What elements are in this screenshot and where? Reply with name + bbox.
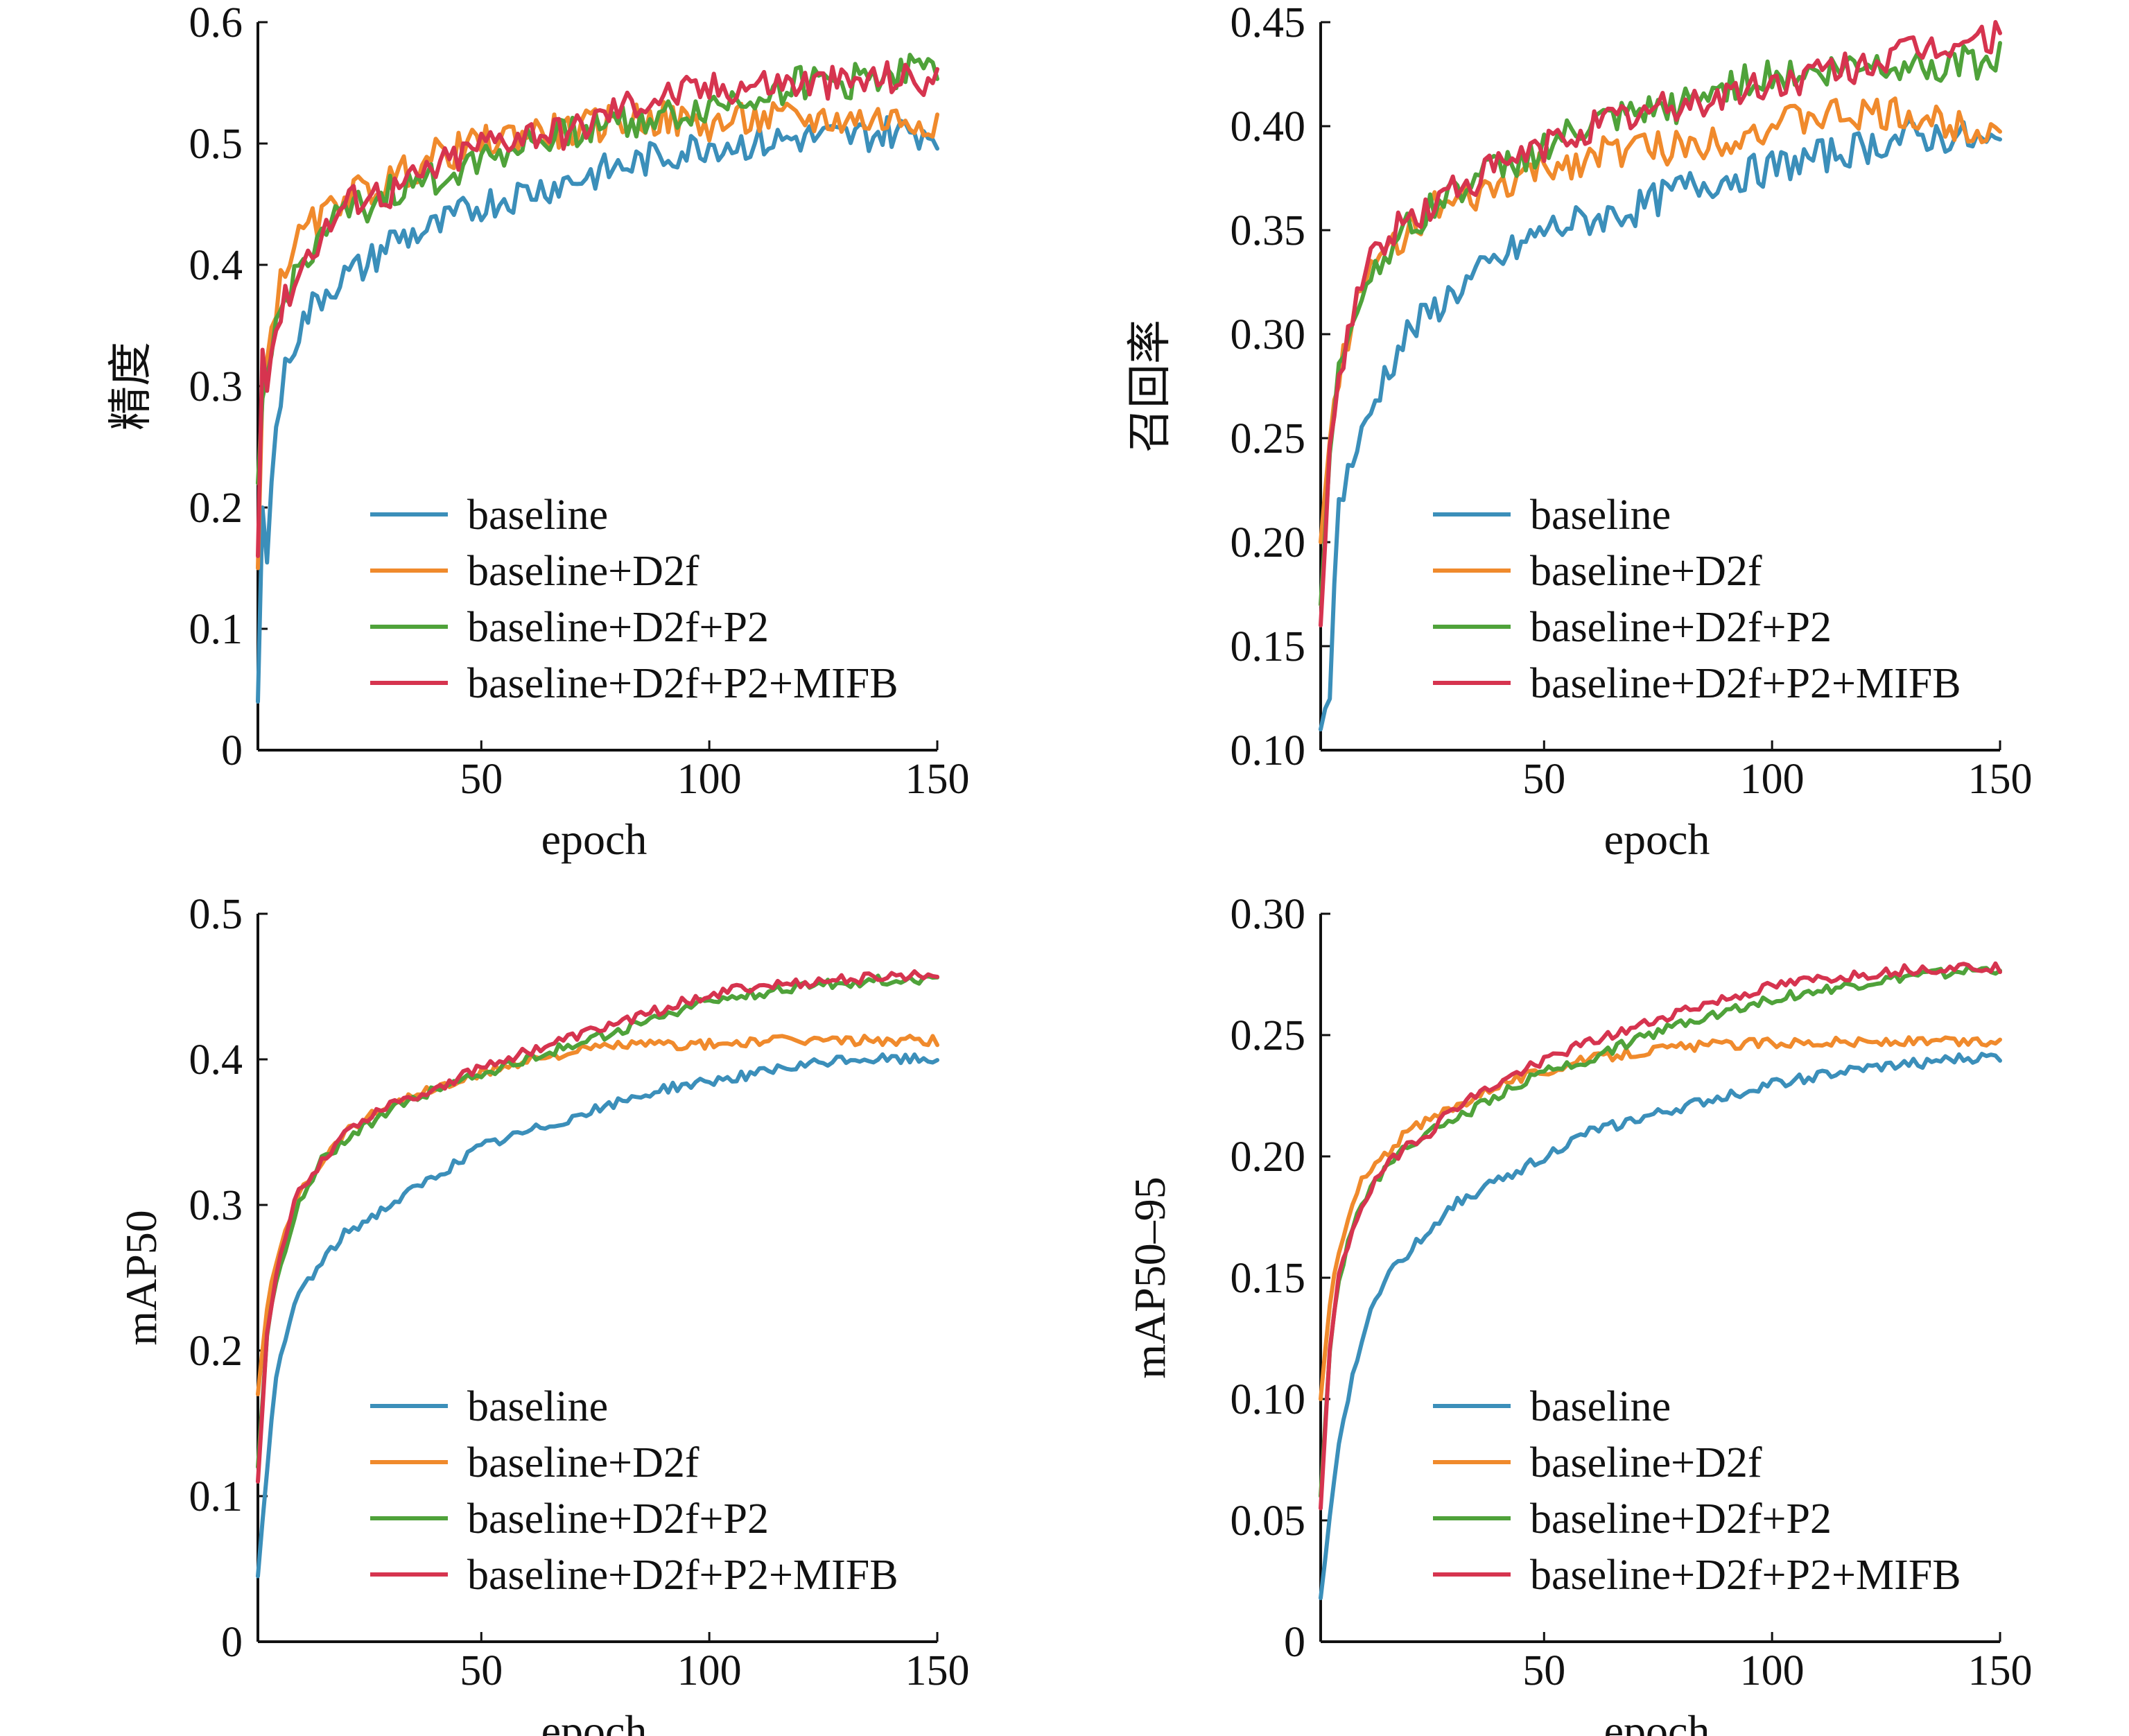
y-tick-label: 0.1 [189, 1473, 243, 1520]
legend-label: baseline+D2f+P2+MIFB [1530, 1552, 1961, 1599]
series-line-1 [1319, 118, 2002, 731]
legend-label: baseline [1530, 1383, 1671, 1430]
x-tick-label: 100 [1740, 756, 1805, 803]
legend-label: baseline+D2f [467, 1439, 699, 1486]
x-tick-label: 50 [1522, 756, 1565, 803]
y-tick-label: 0.30 [1231, 891, 1306, 938]
x-axis-title: epoch [541, 815, 648, 864]
y-tick-label: 0.35 [1231, 207, 1306, 254]
x-tick-label: 50 [460, 1647, 503, 1694]
y-tick-label: 0.1 [189, 606, 243, 653]
legend-label: baseline+D2f+P2+MIFB [467, 1552, 898, 1599]
x-tick-label: 150 [905, 1647, 970, 1694]
chart-panel-2: 0.10 0.15 0.20 0.25 0.30 0.35 0.40 0.45 50 100 150… [1125, 0, 2033, 864]
chart-panel-4: 0 0.05 0.10 0.15 0.20 0.25 0.30 50 100 150 epoch mA… [1125, 891, 2033, 1736]
y-tick-label: 0.05 [1231, 1498, 1306, 1545]
y-axis-title: 精度 [106, 342, 155, 431]
y-tick-label: 0.2 [189, 1328, 243, 1375]
y-tick-label: 0.45 [1231, 0, 1306, 46]
legend-label: baseline+D2f+P2 [467, 1495, 769, 1543]
legend-label: baseline+D2f [1530, 548, 1762, 595]
legend-label: baseline+D2f+P2+MIFB [1530, 660, 1961, 707]
series-line-1 [1319, 1052, 2002, 1600]
y-axis-title: 召回率 [1125, 320, 1174, 453]
y-axis-title: mAP50–95 [1125, 1177, 1174, 1379]
y-tick-label: 0.2 [189, 485, 243, 532]
x-tick-label: 150 [905, 756, 970, 803]
y-tick-label: 0 [221, 1619, 243, 1666]
y-tick-label: 0.15 [1231, 1255, 1306, 1302]
y-tick-label: 0.4 [189, 242, 243, 289]
legend-label: baseline+D2f [467, 548, 699, 595]
x-tick-label: 100 [1740, 1647, 1805, 1694]
chart-panel-1: 0 0.1 0.2 0.3 0.4 0.5 0.6 50 100 150 epoch 精度 baseli… [106, 0, 970, 864]
y-tick-label: 0.10 [1231, 727, 1306, 774]
series-line-2 [1319, 96, 2002, 544]
y-tick-label: 0.10 [1231, 1376, 1306, 1423]
legend-label: baseline+D2f+P2 [1530, 604, 1832, 651]
x-tick-label: 100 [677, 1647, 742, 1694]
series-line-3 [256, 973, 939, 1469]
legend-label: baseline [467, 1383, 608, 1430]
y-axis-title: mAP50 [116, 1210, 166, 1346]
y-tick-label: 0.3 [189, 363, 243, 410]
series-line-4 [256, 60, 939, 558]
x-tick-label: 150 [1968, 1647, 2033, 1694]
y-tick-label: 0.4 [189, 1036, 243, 1084]
series-line-4 [1319, 19, 2002, 627]
y-tick-label: 0.15 [1231, 623, 1306, 670]
y-tick-label: 0 [1284, 1619, 1305, 1666]
legend-label: baseline [1530, 492, 1671, 539]
y-tick-label: 0.6 [189, 0, 243, 46]
x-tick-label: 100 [677, 756, 742, 803]
x-tick-label: 50 [460, 756, 503, 803]
legend-label: baseline [467, 492, 608, 539]
series-line-4 [256, 969, 939, 1484]
legend-label: baseline+D2f+P2 [1530, 1495, 1832, 1543]
legend-label: baseline+D2f+P2+MIFB [467, 660, 898, 707]
series-line-2 [1319, 1035, 2002, 1401]
y-tick-label: 0 [221, 727, 243, 774]
y-tick-label: 0.5 [189, 121, 243, 168]
y-tick-label: 0.3 [189, 1182, 243, 1229]
x-tick-label: 150 [1968, 756, 2033, 803]
y-tick-label: 0.20 [1231, 1134, 1306, 1181]
x-tick-label: 50 [1522, 1647, 1565, 1694]
y-tick-label: 0.25 [1231, 1012, 1306, 1059]
x-axis-title: epoch [1604, 1706, 1710, 1736]
series-line-2 [256, 1034, 939, 1396]
x-axis-title: epoch [541, 1706, 648, 1736]
legend-label: baseline+D2f+P2 [467, 604, 769, 651]
y-tick-label: 0.30 [1231, 311, 1306, 358]
y-tick-label: 0.40 [1231, 103, 1306, 150]
x-axis-title: epoch [1604, 815, 1710, 864]
y-tick-label: 0.5 [189, 891, 243, 938]
y-tick-label: 0.25 [1231, 415, 1306, 462]
chart-panel-3: 0 0.1 0.2 0.3 0.4 0.5 50 100 150 epoch mAP50 baseli… [116, 891, 970, 1736]
y-tick-label: 0.20 [1231, 519, 1306, 566]
series-line-4 [1319, 961, 2002, 1511]
series-line-1 [256, 1052, 939, 1579]
legend-label: baseline+D2f [1530, 1439, 1762, 1486]
series-line-1 [256, 115, 939, 704]
series-line-3 [1319, 964, 2002, 1498]
